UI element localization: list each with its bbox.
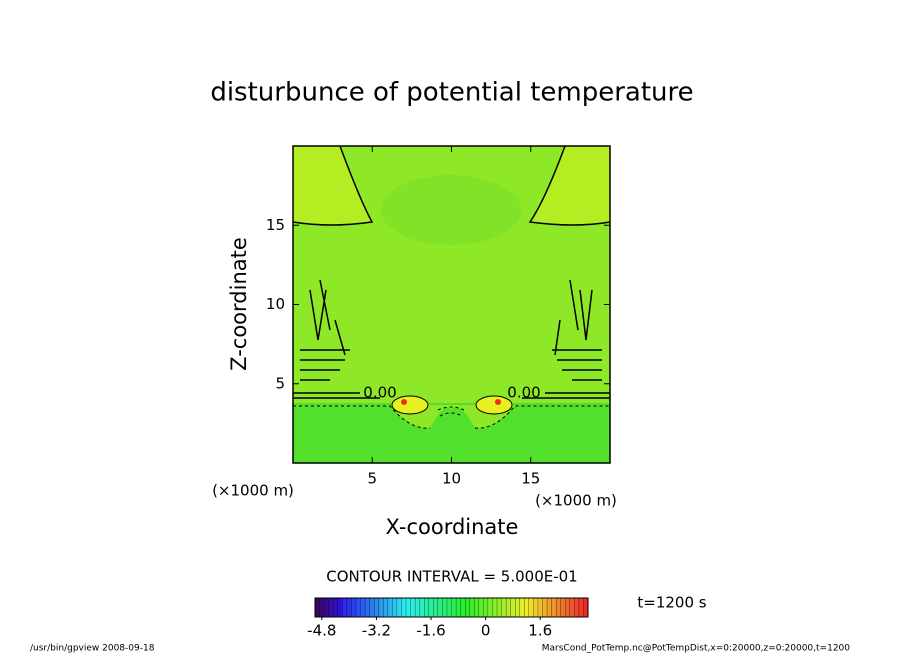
colorbar-stripe — [528, 597, 534, 618]
y-tick-label: 15 — [266, 216, 285, 234]
colorbar-stripe — [355, 597, 361, 618]
colorbar-stripe — [451, 597, 457, 618]
colorbar-stripe — [533, 597, 539, 618]
colorbar-stripe — [364, 597, 371, 618]
colorbar-stripe — [519, 597, 525, 618]
colorbar-stripe — [501, 597, 507, 618]
negative-contours — [293, 405, 610, 429]
colorbar-stripe — [424, 597, 430, 618]
y-unit: (×1000 m) — [212, 482, 294, 500]
chart-title: disturbunce of potential temperature — [210, 78, 693, 108]
colorbar-stripe — [333, 597, 339, 618]
colorbar-stripe — [455, 597, 462, 618]
colorbar-stripe — [565, 597, 571, 618]
colorbar-stripe — [474, 597, 480, 618]
footer-right: MarsCond_PotTemp.nc@PotTempDist,x=0:2000… — [542, 644, 851, 654]
colorbar-stripe — [551, 597, 557, 618]
colorbar-stripe — [342, 597, 348, 618]
contour-field: 0.00 0.00 — [292, 145, 611, 463]
x-unit: (×1000 m) — [535, 492, 617, 510]
field-region — [530, 146, 610, 225]
colorbar-stripe — [383, 597, 389, 618]
colorbar-stripe — [419, 597, 425, 618]
colorbar-stripe — [346, 597, 352, 618]
colorbar-stripe — [351, 597, 357, 618]
colorbar-stripe — [442, 597, 448, 618]
colorbar-stripe — [578, 597, 584, 618]
colorbar-stripe — [396, 597, 402, 618]
colorbar-stripe — [360, 597, 366, 618]
colorbar-stripe — [460, 597, 466, 618]
colorbar-tick-label: -1.6 — [416, 622, 445, 640]
colorbar-stripe — [483, 597, 489, 618]
colorbar-stripe — [537, 597, 543, 618]
colorbar-stripe — [405, 597, 411, 618]
y-tick-label: 5 — [275, 374, 285, 392]
colorbar-stripe — [515, 597, 521, 618]
y-tick-label: 10 — [266, 295, 285, 313]
colorbar-stripe — [378, 597, 384, 618]
field-region — [293, 146, 372, 225]
colorbar-stripe — [478, 597, 484, 618]
colorbar-stripe — [469, 597, 475, 618]
colorbar-stripe — [328, 597, 334, 618]
contour-lines — [292, 145, 611, 399]
colorbar-stripe — [414, 597, 421, 618]
colorbar-stripe — [464, 597, 471, 618]
field-region — [495, 399, 501, 405]
colorbar: -4.8 -3.2 -1.6 0 1.6 — [307, 597, 589, 640]
colorbar-stripe — [392, 597, 398, 618]
field-region — [401, 399, 407, 405]
colorbar-stripe — [319, 597, 325, 618]
colorbar-tick-label: 1.6 — [528, 622, 552, 640]
field-region — [391, 395, 429, 415]
colorbar-stripe — [487, 597, 493, 618]
colorbar-stripe — [428, 597, 434, 618]
colorbar-stripe — [510, 597, 516, 618]
colorbar-tick-label: 0 — [481, 622, 491, 640]
colorbar-tick-label: -3.2 — [362, 622, 391, 640]
colorbar-stripe — [314, 597, 320, 618]
x-tick-label: 10 — [442, 470, 461, 488]
colorbar-stripe — [574, 597, 580, 618]
colorbar-stripe — [323, 597, 330, 618]
colorbar-stripe — [433, 597, 439, 618]
colorbar-stripe — [496, 597, 502, 618]
field-region — [293, 403, 610, 463]
colorbar-stripe — [410, 597, 416, 618]
x-axis-label: X-coordinate — [386, 515, 519, 539]
colorbar-stripe — [546, 597, 553, 618]
colorbar-stripe — [373, 597, 380, 618]
time-label: t=1200 s — [637, 594, 706, 612]
colorbar-stripe — [524, 597, 530, 618]
colorbar-stripe — [542, 597, 548, 618]
colorbar-frame — [314, 597, 589, 618]
field-region — [381, 175, 521, 245]
colorbar-stripe — [446, 597, 452, 618]
colorbar-stripe — [387, 597, 393, 618]
colorbar-tick-label: -4.8 — [307, 622, 336, 640]
y-axis-label: Z-coordinate — [227, 237, 251, 371]
colorbar-stripe — [369, 597, 375, 618]
x-tick-label: 15 — [521, 470, 540, 488]
field-region — [475, 395, 513, 415]
colorbar-stripe — [569, 597, 575, 618]
footer-left: /usr/bin/gpview 2008-09-18 — [30, 644, 155, 654]
colorbar-stripe — [560, 597, 566, 618]
colorbar-stripe — [401, 597, 407, 618]
colorbar-stripe — [437, 597, 443, 618]
colorbar-stripe — [337, 597, 343, 618]
colorbar-stripe — [505, 597, 512, 618]
contour-interval: CONTOUR INTERVAL = 5.000E-01 — [326, 568, 577, 586]
colorbar-stripe — [556, 597, 562, 618]
x-tick-label: 5 — [367, 470, 377, 488]
colorbar-stripe — [492, 597, 498, 618]
contour-label: 0.00 — [363, 384, 396, 402]
contour-label: 0.00 — [507, 384, 540, 402]
